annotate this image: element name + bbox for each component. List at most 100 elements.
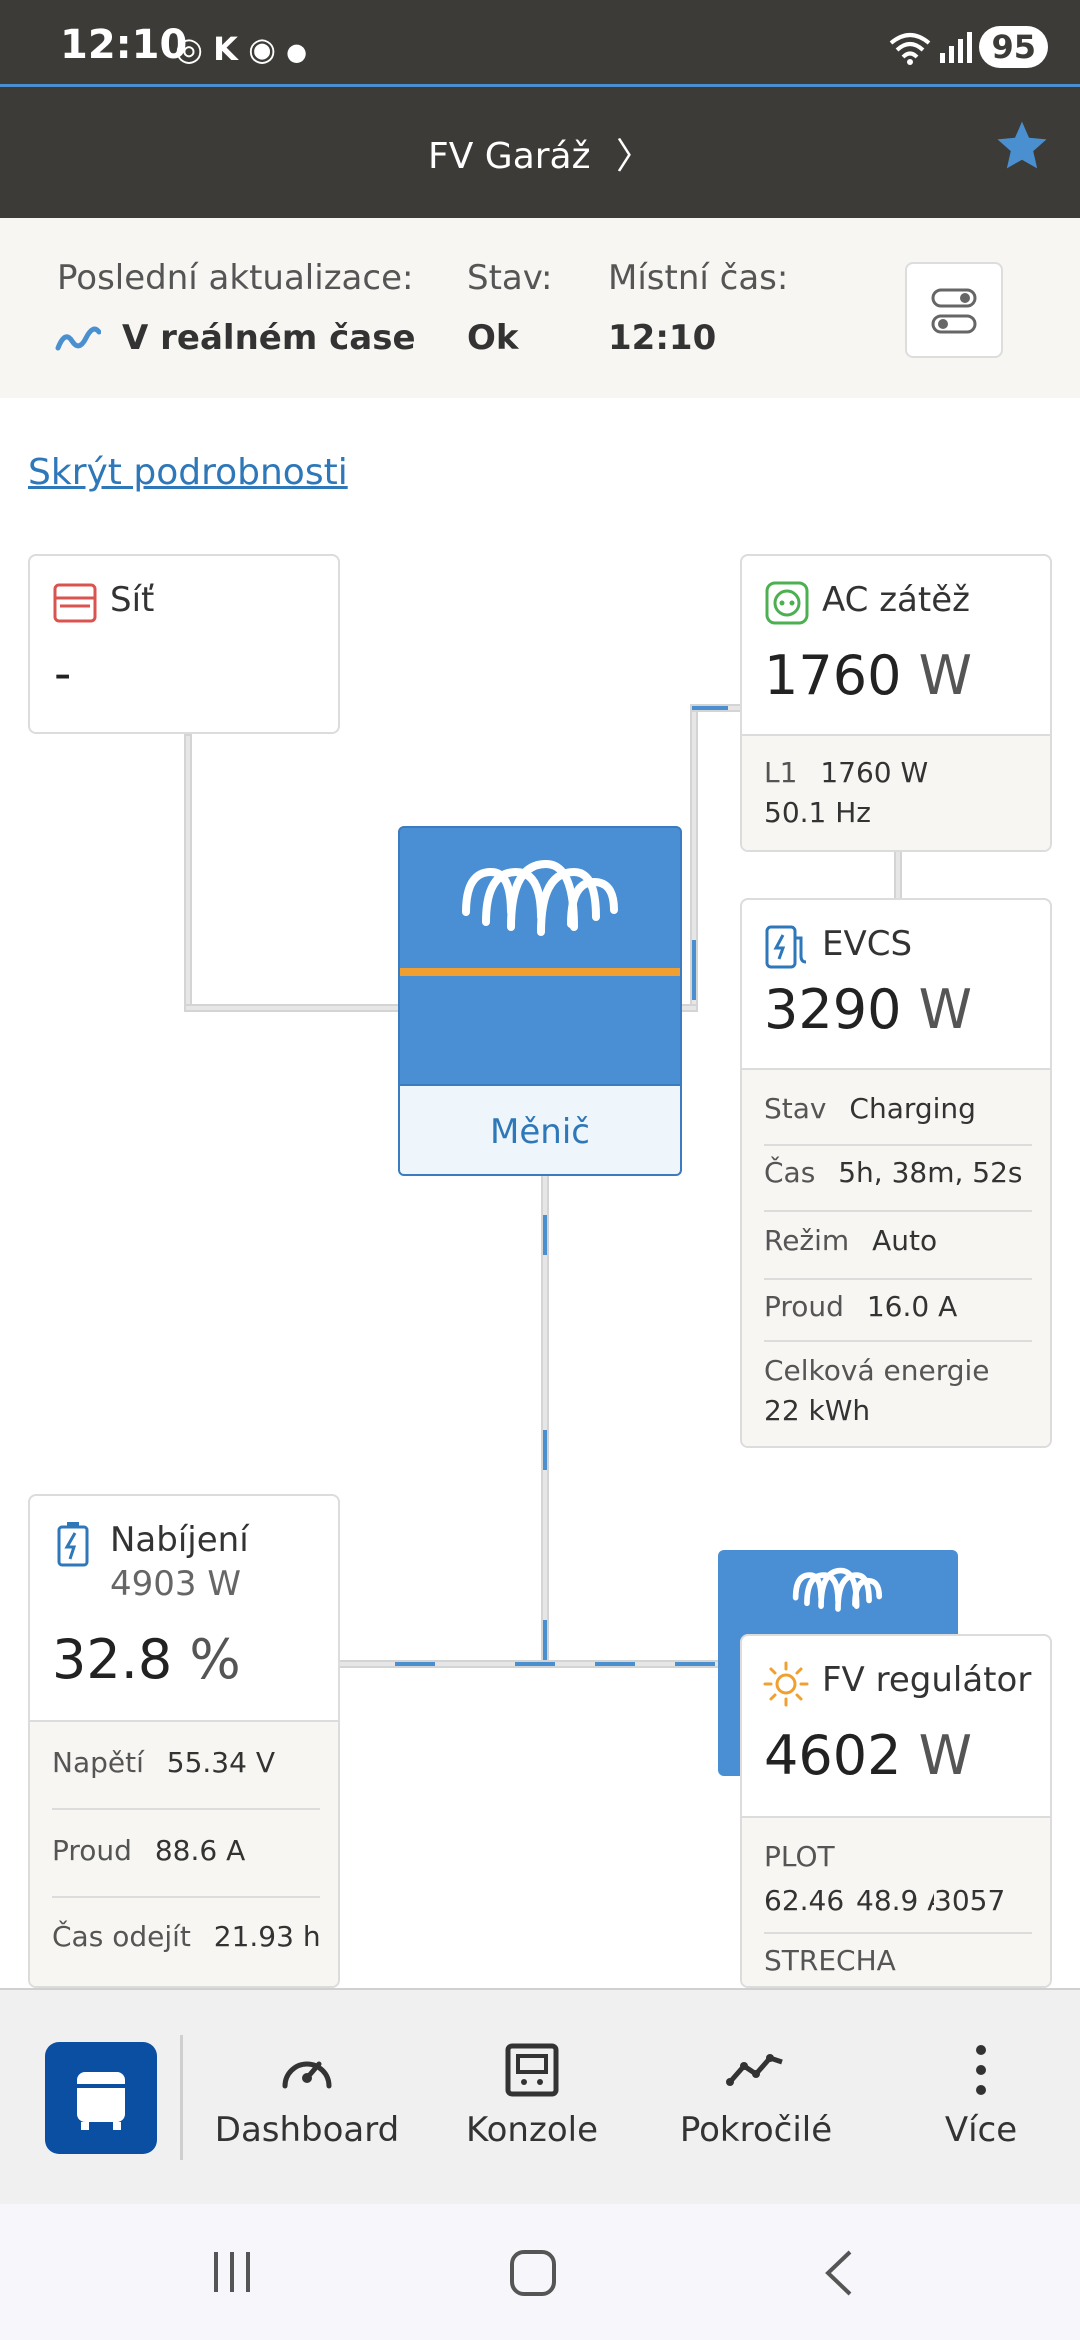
pv-plot-power: 3057 [934, 1884, 1006, 1917]
wifi-icon [889, 33, 931, 65]
ac-evcs-connector [894, 850, 902, 900]
evcs-unit: W [918, 978, 973, 1041]
toggle-settings-button[interactable] [905, 262, 1003, 358]
pv-details: PLOT 62.46 48.9 A3057 STRECHA [742, 1816, 1050, 1986]
more-vertical-icon [976, 2045, 986, 2095]
battery-soc-value: 32.8 [52, 1628, 173, 1691]
pv-flow-dash [675, 1662, 715, 1666]
ac-load-value: 1760 [764, 644, 902, 707]
pv-charger-card[interactable]: FV regulátor 4602 W PLOT 62.46 48.9 A3057… [740, 1634, 1052, 1988]
pv-plot-current: 48.9 A [856, 1884, 934, 1917]
nav-dashboard[interactable]: Dashboard [197, 2042, 417, 2150]
chrome-icon: ◎ [175, 30, 203, 68]
info-strip: Poslední aktualizace: V reálném čase Sta… [0, 218, 1080, 398]
grid-meter-icon [53, 583, 97, 623]
divider [764, 1210, 1032, 1212]
sun-icon [763, 1661, 809, 1707]
evcs-value: 3290 [764, 978, 902, 1041]
pv-plot-voltage: 62.46 [764, 1884, 845, 1917]
battery-soc-unit: % [189, 1628, 241, 1691]
ac-l1-label: L1 [764, 756, 798, 789]
trend-line-icon [726, 2054, 783, 2086]
star-icon[interactable] [994, 117, 1050, 173]
site-title: FV Garáž [428, 136, 591, 177]
divider [52, 1896, 320, 1898]
nav-advanced[interactable]: Pokročilé [646, 2042, 866, 2150]
local-time-value: 12:10 [608, 318, 717, 358]
battery-row-label: Napětí [52, 1746, 144, 1779]
status-right: 95 [887, 26, 1048, 68]
evcs-row-label: Čas [764, 1156, 816, 1189]
dc-flow-dash [543, 1430, 547, 1470]
pv-title: FV regulátor [822, 1660, 1032, 1700]
bmw-icon: ◉ [248, 30, 276, 68]
battery-row-value: 55.34 V [166, 1746, 275, 1779]
overview-icon [77, 2072, 125, 2130]
inverter-card[interactable]: Měnič [398, 826, 682, 1176]
battery-card[interactable]: Nabíjení 4903 W 32.8 % Napětí 55.34 V Pr… [28, 1494, 340, 1988]
app-header: FV Garáž 〉 [0, 87, 1080, 218]
battery-level: 95 [979, 26, 1048, 68]
nav-more-label: Více [944, 2110, 1018, 2150]
notification-icons: ◎ K ◉ ● [175, 30, 307, 68]
ac-load-card[interactable]: AC zátěž 1760 W L1 1760 W 50.1 Hz [740, 554, 1052, 852]
battery-flow-dash [515, 1662, 555, 1666]
console-icon [505, 2043, 559, 2097]
back-icon[interactable] [820, 2248, 860, 2298]
battery-row-label: Proud [52, 1834, 132, 1867]
divider [764, 1340, 1032, 1342]
evcs-row-label: Stav [764, 1092, 827, 1125]
evcs-total-label: Celková energie [764, 1354, 990, 1387]
evcs-row: Režim Auto [764, 1224, 937, 1257]
realtime-wave-icon [55, 326, 101, 351]
nav-console[interactable]: Konzole [422, 2042, 642, 2150]
hide-details-link[interactable]: Skrýt podrobnosti [28, 452, 348, 493]
evcs-row: Čas 5h, 38m, 52s [764, 1156, 1023, 1189]
battery-row: Proud 88.6 A [52, 1834, 245, 1867]
battery-row: Čas odejít 21.93 h [52, 1920, 321, 1953]
nav-console-label: Konzole [466, 2110, 598, 2150]
home-icon[interactable] [508, 2248, 558, 2298]
evcs-row-value: 5h, 38m, 52s [838, 1156, 1023, 1189]
battery-soc-row: 32.8 % [52, 1628, 241, 1691]
ac-l1-value: 1760 W [820, 756, 929, 789]
gauge-icon [282, 2061, 332, 2089]
battery-row: Napětí 55.34 V [52, 1746, 275, 1779]
nav-dashboard-label: Dashboard [214, 2110, 400, 2150]
dc-flow-dash [543, 1215, 547, 1255]
evcs-row-value: Auto [872, 1224, 938, 1257]
nav-divider [180, 2035, 183, 2160]
battery-flow-dash [395, 1662, 435, 1666]
pv-unit: W [918, 1724, 973, 1787]
recent-apps-icon[interactable] [208, 2248, 256, 2296]
victron-logo-icon [462, 859, 618, 936]
bottom-navigation: Dashboard Konzole Pokročilé Více [0, 1988, 1080, 2204]
site-title-button[interactable]: FV Garáž 〉 [0, 127, 1080, 179]
battery-power: 4903 W [110, 1564, 241, 1604]
nav-advanced-label: Pokročilé [679, 2110, 833, 2150]
ac-l1-row: L1 1760 W [764, 756, 928, 789]
pv-value: 4602 [764, 1724, 902, 1787]
inverter-label: Měnič [400, 1084, 680, 1174]
grid-value: - [54, 646, 72, 702]
system-navigation-bar [0, 2204, 1080, 2340]
evcs-total-value: 22 kWh [764, 1394, 871, 1427]
header-accent-line [0, 84, 1080, 87]
evcs-row-value: 16.0 A [866, 1290, 958, 1323]
evcs-title: EVCS [822, 924, 913, 964]
nav-overview-button[interactable] [45, 2042, 157, 2154]
status-time: 12:10 [60, 22, 188, 68]
ev-charger-icon [765, 925, 807, 969]
evcs-details: Stav Charging Čas 5h, 38m, 52s Režim Aut… [742, 1068, 1050, 1446]
k-app-icon: K [213, 30, 238, 68]
socket-icon [765, 581, 809, 625]
battery-row-value: 21.93 h [213, 1920, 321, 1953]
chevron-right-icon: 〉 [615, 136, 652, 177]
evcs-card[interactable]: EVCS 3290 W Stav Charging Čas 5h, 38m, 5… [740, 898, 1052, 1448]
nav-more[interactable]: Více [871, 2042, 1080, 2150]
grid-card[interactable]: Síť - [28, 554, 340, 734]
ac-flow-dash [692, 940, 696, 1000]
divider [764, 1932, 1032, 1934]
state-value: Ok [467, 318, 519, 358]
ac-flow-dash [692, 706, 728, 710]
